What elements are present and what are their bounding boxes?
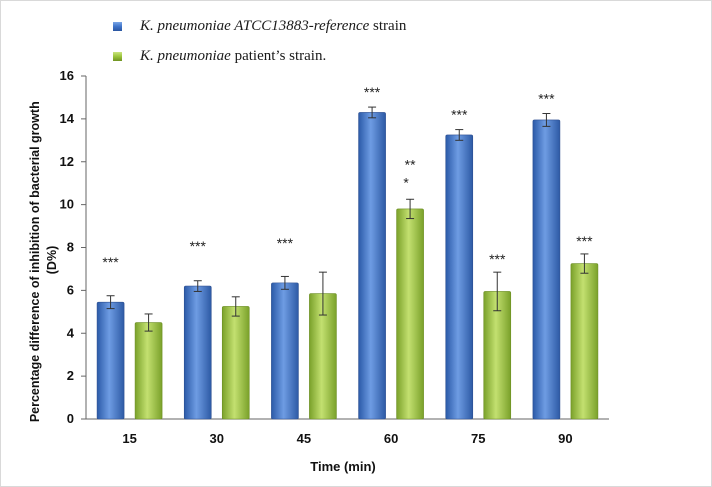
significance-label: ***	[451, 107, 468, 123]
y-axis-title-line1: Percentage difference of inhibition of b…	[28, 101, 42, 422]
x-tick-label: 75	[471, 431, 485, 446]
x-tick-label: 90	[558, 431, 572, 446]
bar	[96, 301, 125, 420]
y-tick-label: 8	[67, 240, 74, 255]
bar	[532, 119, 561, 420]
legend-swatch-reference	[113, 21, 122, 31]
bar	[134, 322, 163, 420]
legend-label-patient: K. pneumoniae patient’s strain.	[140, 47, 327, 64]
bar	[183, 285, 212, 420]
legend-swatch-patient	[113, 51, 122, 61]
y-axis-title-line2: (D%)	[45, 246, 59, 274]
x-tick-label: 60	[384, 431, 398, 446]
y-tick-label: 10	[60, 197, 74, 212]
y-axis-title: Percentage difference of inhibition of b…	[28, 98, 59, 422]
x-tick-label: 45	[297, 431, 311, 446]
bar	[221, 306, 250, 420]
significance-label: ***	[489, 251, 506, 267]
y-tick-label: 16	[60, 68, 74, 83]
bar	[271, 282, 299, 420]
legend-label-reference: K. pneumoniae ATCC13883-reference strain	[140, 17, 407, 34]
significance-label: ***	[190, 238, 207, 254]
x-tick-label: 30	[210, 431, 224, 446]
significance-label: ***	[277, 235, 294, 251]
bar	[358, 112, 386, 420]
x-axis-title: Time (min)	[310, 459, 376, 474]
y-tick-label: 0	[67, 411, 74, 426]
y-tick-label: 12	[60, 154, 74, 169]
y-tick-label: 4	[67, 325, 75, 340]
y-tick-label: 14	[60, 111, 75, 126]
y-tick-label: 6	[67, 282, 74, 297]
significance-label: ***	[538, 91, 555, 107]
legend-item-patient-strain: K. pneumoniae patient’s strain.	[113, 46, 326, 66]
x-tick-label: 15	[122, 431, 136, 446]
legend-item-reference-strain: K. pneumoniae ATCC13883-reference strain	[113, 16, 406, 36]
significance-label: ***	[403, 156, 416, 190]
y-tick-label: 2	[67, 368, 74, 383]
bar	[396, 208, 424, 420]
significance-label: ***	[364, 84, 381, 100]
bar	[445, 134, 474, 420]
significance-label: ***	[102, 254, 119, 270]
bar	[570, 263, 599, 420]
significance-label: ***	[576, 233, 593, 249]
